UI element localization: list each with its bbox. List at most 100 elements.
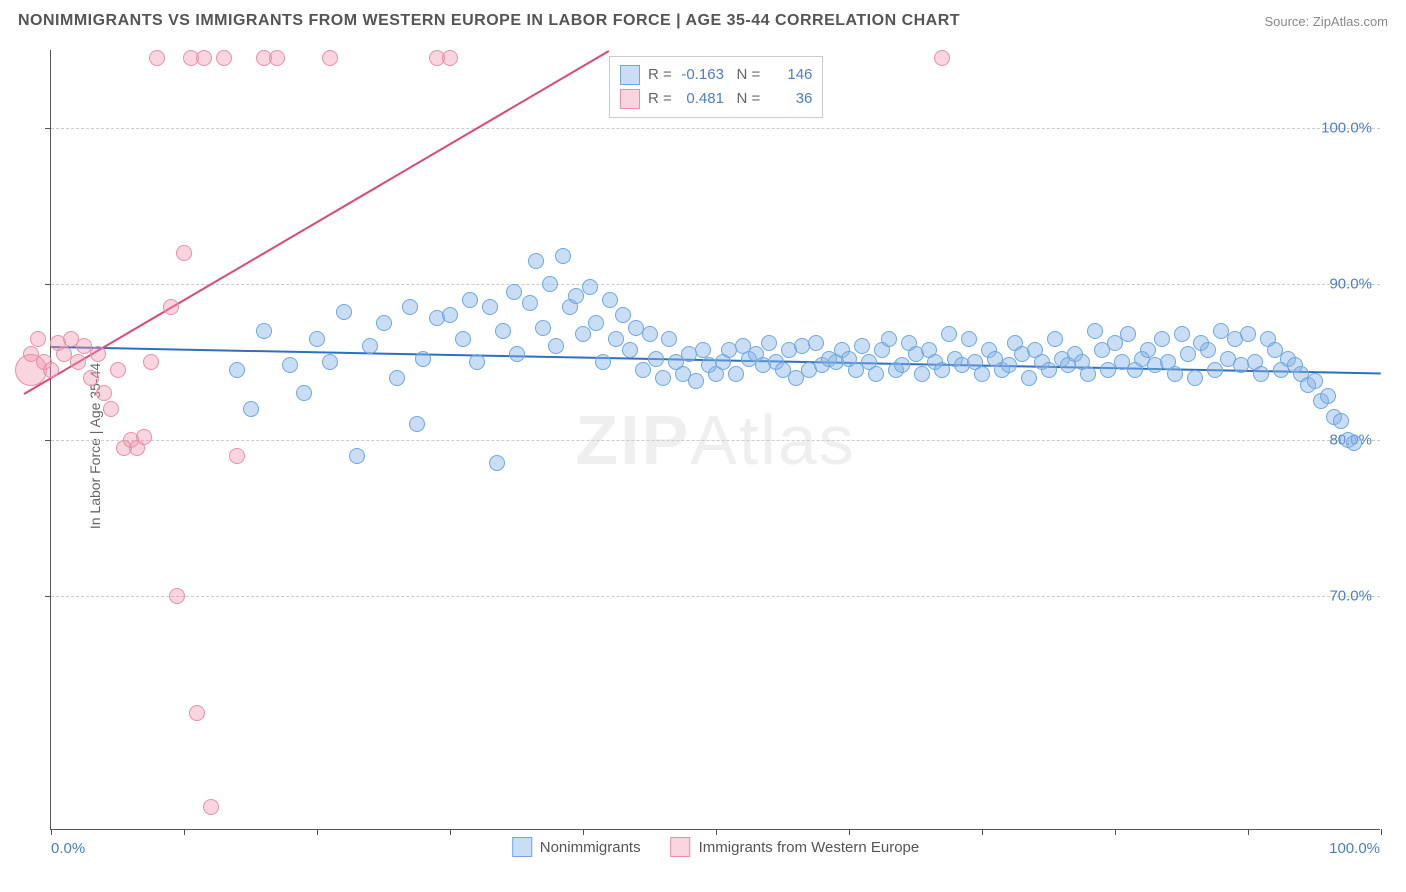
- scatter-point: [83, 370, 99, 386]
- scatter-point: [914, 366, 930, 382]
- scatter-point: [103, 401, 119, 417]
- scatter-point: [169, 588, 185, 604]
- scatter-point: [635, 362, 651, 378]
- scatter-point: [1047, 331, 1063, 347]
- scatter-point: [1154, 331, 1170, 347]
- scatter-point: [648, 351, 664, 367]
- scatter-point: [1333, 413, 1349, 429]
- scatter-point: [1167, 366, 1183, 382]
- scatter-point: [43, 362, 59, 378]
- scatter-point: [495, 323, 511, 339]
- scatter-point: [1346, 435, 1362, 451]
- scatter-chart: ZIPAtlas 70.0%80.0%90.0%100.0%0.0%100.0%…: [50, 50, 1380, 830]
- y-tick-label: 100.0%: [1321, 120, 1372, 137]
- scatter-point: [30, 331, 46, 347]
- scatter-point: [881, 331, 897, 347]
- x-tick-label: 100.0%: [1329, 840, 1380, 857]
- scatter-point: [349, 448, 365, 464]
- scatter-point: [934, 362, 950, 378]
- scatter-point: [362, 338, 378, 354]
- scatter-point: [96, 385, 112, 401]
- scatter-point: [728, 366, 744, 382]
- correlation-legend: R = -0.163 N = 146R = 0.481 N = 36: [609, 56, 823, 118]
- scatter-point: [868, 366, 884, 382]
- scatter-point: [336, 304, 352, 320]
- scatter-point: [642, 326, 658, 342]
- scatter-point: [409, 416, 425, 432]
- scatter-point: [1021, 370, 1037, 386]
- scatter-point: [961, 331, 977, 347]
- scatter-point: [509, 346, 525, 362]
- legend-swatch: [620, 65, 640, 85]
- x-tick-label: 0.0%: [51, 840, 85, 857]
- scatter-point: [1120, 326, 1136, 342]
- legend-item: Immigrants from Western Europe: [671, 837, 920, 857]
- scatter-point: [1207, 362, 1223, 378]
- page-title: NONIMMIGRANTS VS IMMIGRANTS FROM WESTERN…: [18, 12, 960, 30]
- scatter-point: [941, 326, 957, 342]
- scatter-point: [695, 342, 711, 358]
- scatter-point: [322, 50, 338, 66]
- scatter-point: [894, 357, 910, 373]
- scatter-point: [974, 366, 990, 382]
- scatter-point: [389, 370, 405, 386]
- series-legend: Nonimmigrants Immigrants from Western Eur…: [512, 837, 920, 857]
- legend-label: Immigrants from Western Europe: [699, 839, 920, 856]
- scatter-point: [528, 253, 544, 269]
- gridline: [51, 440, 1380, 441]
- scatter-point: [934, 50, 950, 66]
- scatter-point: [296, 385, 312, 401]
- scatter-point: [1080, 366, 1096, 382]
- scatter-point: [189, 705, 205, 721]
- scatter-point: [761, 335, 777, 351]
- scatter-point: [203, 799, 219, 815]
- scatter-point: [854, 338, 870, 354]
- scatter-point: [688, 373, 704, 389]
- scatter-point: [309, 331, 325, 347]
- scatter-point: [136, 429, 152, 445]
- scatter-point: [1253, 366, 1269, 382]
- scatter-point: [1320, 388, 1336, 404]
- scatter-point: [163, 299, 179, 315]
- scatter-point: [1307, 373, 1323, 389]
- scatter-point: [622, 342, 638, 358]
- scatter-point: [149, 50, 165, 66]
- scatter-point: [282, 357, 298, 373]
- scatter-point: [489, 455, 505, 471]
- scatter-point: [442, 50, 458, 66]
- scatter-point: [575, 326, 591, 342]
- scatter-point: [506, 284, 522, 300]
- scatter-point: [216, 50, 232, 66]
- scatter-point: [1001, 357, 1017, 373]
- scatter-point: [595, 354, 611, 370]
- scatter-point: [70, 354, 86, 370]
- scatter-point: [808, 335, 824, 351]
- scatter-point: [90, 346, 106, 362]
- scatter-point: [269, 50, 285, 66]
- scatter-point: [1140, 342, 1156, 358]
- scatter-point: [542, 276, 558, 292]
- legend-label: Nonimmigrants: [540, 839, 641, 856]
- scatter-point: [469, 354, 485, 370]
- scatter-point: [322, 354, 338, 370]
- y-tick-label: 90.0%: [1329, 276, 1372, 293]
- scatter-point: [482, 299, 498, 315]
- scatter-point: [1174, 326, 1190, 342]
- scatter-point: [196, 50, 212, 66]
- scatter-point: [1187, 370, 1203, 386]
- scatter-point: [402, 299, 418, 315]
- scatter-point: [110, 362, 126, 378]
- scatter-point: [256, 323, 272, 339]
- scatter-point: [243, 401, 259, 417]
- scatter-point: [442, 307, 458, 323]
- gridline: [51, 284, 1380, 285]
- scatter-point: [535, 320, 551, 336]
- scatter-point: [176, 245, 192, 261]
- scatter-point: [229, 448, 245, 464]
- legend-swatch: [620, 89, 640, 109]
- legend-item: Nonimmigrants: [512, 837, 641, 857]
- scatter-point: [615, 307, 631, 323]
- scatter-point: [548, 338, 564, 354]
- scatter-point: [1087, 323, 1103, 339]
- scatter-point: [655, 370, 671, 386]
